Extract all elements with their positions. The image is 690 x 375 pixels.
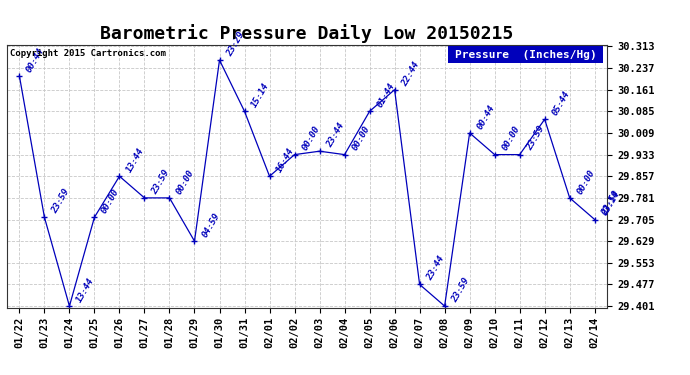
Text: 23:44: 23:44 [325, 121, 346, 149]
FancyBboxPatch shape [448, 46, 603, 63]
Text: 04:59: 04:59 [200, 211, 221, 239]
Text: 23:44: 23:44 [425, 255, 446, 282]
Text: 00:00: 00:00 [100, 187, 121, 215]
Text: 23:59: 23:59 [525, 124, 546, 153]
Text: 05:44: 05:44 [550, 89, 571, 117]
Text: 00:00: 00:00 [350, 124, 371, 153]
Text: 23:59: 23:59 [600, 190, 622, 217]
Text: 23:59: 23:59 [450, 276, 471, 304]
Text: 00:00: 00:00 [575, 168, 596, 196]
Text: 23:29: 23:29 [225, 30, 246, 58]
Text: 00:00: 00:00 [175, 168, 196, 196]
Text: 13:44: 13:44 [75, 276, 96, 304]
Text: 15:14: 15:14 [250, 81, 271, 109]
Text: 00:00: 00:00 [500, 124, 522, 153]
Text: 00:44: 00:44 [475, 103, 496, 131]
Text: 00:44: 00:44 [25, 46, 46, 74]
Text: 23:59: 23:59 [50, 187, 71, 215]
Text: 13:44: 13:44 [125, 146, 146, 174]
Text: Pressure  (Inches/Hg): Pressure (Inches/Hg) [455, 50, 596, 60]
Text: 23:59: 23:59 [150, 168, 171, 196]
Text: 00:00: 00:00 [300, 124, 322, 153]
Text: 22:44: 22:44 [400, 60, 422, 87]
Text: 01:44: 01:44 [375, 81, 396, 109]
Text: Copyright 2015 Cartronics.com: Copyright 2015 Cartronics.com [10, 49, 166, 58]
Text: 03:14: 03:14 [600, 190, 622, 217]
Title: Barometric Pressure Daily Low 20150215: Barometric Pressure Daily Low 20150215 [101, 24, 513, 44]
Text: 16:44: 16:44 [275, 146, 296, 174]
